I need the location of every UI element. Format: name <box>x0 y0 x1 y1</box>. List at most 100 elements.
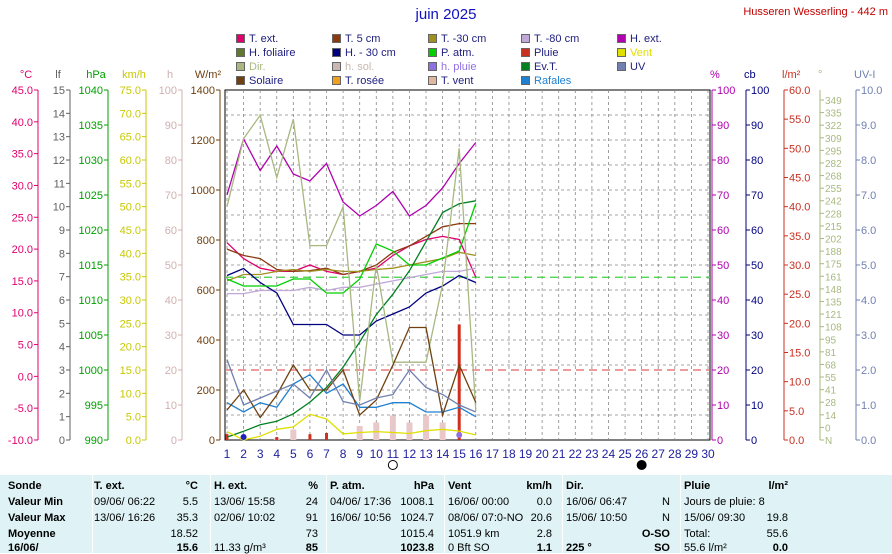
axis-tick-label: -5.0 <box>14 403 33 415</box>
axis-tick-label: 90 <box>751 120 763 132</box>
sunshine-bar <box>423 415 430 440</box>
legend-label: T. -80 cm <box>534 33 580 45</box>
day-marker <box>456 432 463 438</box>
legend-label: h. sol. <box>345 61 375 73</box>
axis-tick-label: 0.0 <box>18 371 33 383</box>
legend-swatch <box>236 34 245 43</box>
axis-tick-label: 45.0 <box>12 85 33 97</box>
table-cell-value: 1008.1 <box>400 496 434 508</box>
axis-tick-label: 15 <box>53 85 65 97</box>
axis-tick-label: 50 <box>165 260 177 272</box>
axis-tick-label: 335 <box>825 109 842 120</box>
legend-swatch <box>428 76 437 85</box>
axis-tick-label: 1010 <box>79 295 103 307</box>
table-cell-value: 55.6 <box>766 528 788 540</box>
x-tick-label: 25 <box>618 447 632 461</box>
x-tick-label: 18 <box>502 447 516 461</box>
axis-tick-label: 15.0 <box>12 276 33 288</box>
axis-unit-label: % <box>710 69 720 81</box>
x-tick-label: 10 <box>370 447 384 461</box>
legend-label: Ev.T. <box>534 61 558 73</box>
table-cell-value: 1023.8 <box>400 542 434 554</box>
axis-tick-label: 135 <box>825 297 842 308</box>
axis-tick-label: 10.0 <box>861 85 882 97</box>
axis-tick-label: 20 <box>165 365 177 377</box>
axis-tick-label: 0 <box>209 435 215 447</box>
axis-tick-label: 30 <box>751 330 763 342</box>
axis-tick-label: 1035 <box>79 120 103 132</box>
table-header: H. ext. <box>214 480 248 492</box>
axis-unit-label: UV-I <box>854 69 875 81</box>
summary-table: Sonde Valeur Min Valeur Max Moyenne 16/06/T.… <box>0 475 892 554</box>
legend-item: H. ext. <box>617 33 662 45</box>
axis-tick-label: 1015 <box>79 260 103 272</box>
axis-tick-label: 50 <box>717 260 729 272</box>
axis-tick-label: 25.0 <box>120 318 141 330</box>
axis-tick-label: 41 <box>825 386 837 397</box>
axis-tick-label: 1025 <box>79 190 103 202</box>
series-line <box>227 267 476 295</box>
rain-bar <box>308 434 312 440</box>
table-cell-date: 225 ° <box>566 542 592 554</box>
axis-tick-label: 5 <box>59 318 65 330</box>
legend-label: Dir. <box>249 61 266 73</box>
axis-tick-label: 13 <box>53 132 65 144</box>
axis-tick-label: 228 <box>825 209 842 220</box>
rain-bar <box>325 433 329 440</box>
table-cell-value: 73 <box>305 528 318 540</box>
axis-tick-label: 309 <box>825 134 842 145</box>
axis-tick-label: 9 <box>59 225 65 237</box>
axis-tick-label: 1005 <box>79 330 103 342</box>
x-tick-label: 5 <box>290 447 297 461</box>
legend-label: Vent <box>630 47 653 59</box>
x-tick-label: 6 <box>307 447 314 461</box>
table-header: Dir. <box>566 480 584 492</box>
axis-tick-label: 15.0 <box>789 348 810 360</box>
x-tick-label: 11 <box>387 447 400 461</box>
axis-tick-label: 14 <box>825 411 837 422</box>
axis-tick-label: 6.0 <box>861 225 876 237</box>
legend-swatch <box>332 76 341 85</box>
axis-unit-label: l/m² <box>782 69 801 81</box>
axis-tick-label: 30.0 <box>120 295 141 307</box>
axis-tick-label: 40 <box>165 295 177 307</box>
legend-swatch <box>428 62 437 71</box>
axis-tick-label: 600 <box>197 285 215 297</box>
series-line <box>226 267 477 336</box>
axis-tick-label: 40 <box>717 295 729 307</box>
table-cell-value: 19.8 <box>766 512 788 524</box>
table-unit: hPa <box>413 480 434 492</box>
table-cell-value: 2.8 <box>536 528 552 540</box>
table-cell-date: 55.6 l/m² <box>684 542 727 554</box>
axis-tick-label: 995 <box>85 400 103 412</box>
series-line <box>226 373 477 418</box>
legend-swatch <box>617 48 626 57</box>
legend-item: T. -80 cm <box>521 33 579 45</box>
table-cell-value: 0.0 <box>536 496 552 508</box>
legend-item: T. -30 cm <box>428 33 486 45</box>
series-line <box>226 200 476 438</box>
legend-label: h. pluie <box>441 61 477 73</box>
axis-tick-label: 295 <box>825 146 842 157</box>
axis-tick-label: 80 <box>165 155 177 167</box>
axis-tick-label: 12 <box>53 155 65 167</box>
axis-tick-label: 15.0 <box>120 365 141 377</box>
axis-tick-label: 75.0 <box>120 85 141 97</box>
axis-tick-label: 70.0 <box>120 108 141 120</box>
axis-tick-label: 1030 <box>79 155 103 167</box>
legend-label: Solaire <box>249 75 284 87</box>
series-line <box>226 413 476 441</box>
axis-tick-label: 14 <box>53 108 65 120</box>
axis-tick-label: 40.0 <box>789 202 810 214</box>
axis-tick-label: 60 <box>165 225 177 237</box>
legend-item: T. vent <box>428 75 473 87</box>
sunshine-bar <box>389 415 396 440</box>
axis-unit-label: h <box>167 69 173 81</box>
x-tick-label: 3 <box>257 447 264 461</box>
column-divider <box>326 475 327 553</box>
axis-tick-label: -10.0 <box>8 435 33 447</box>
axis-unit-label: ° <box>818 69 822 81</box>
table-cell-value: 0.0 <box>772 542 788 554</box>
legend-label: T. ext. <box>249 33 279 45</box>
legend-swatch <box>617 62 626 71</box>
